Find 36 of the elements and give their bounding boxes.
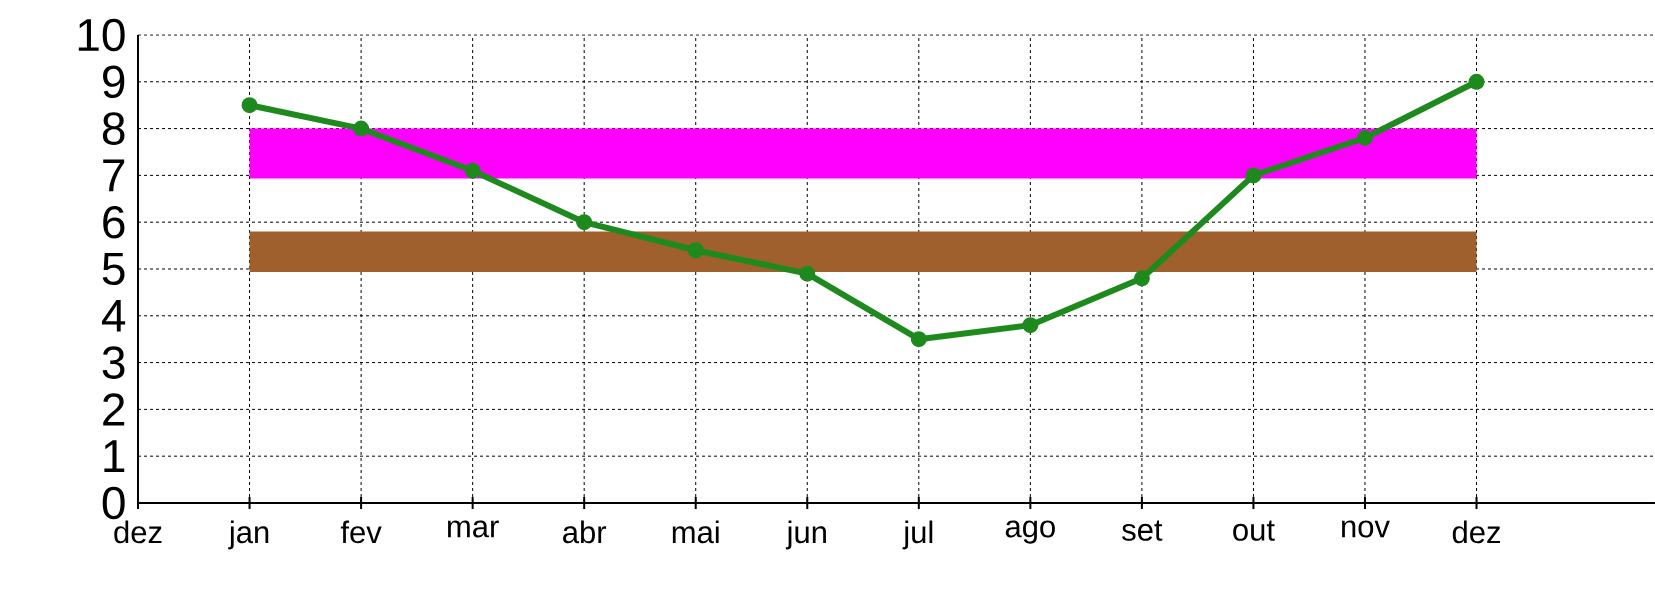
point xyxy=(1133,270,1150,287)
point xyxy=(241,97,258,114)
x-tick-label: set xyxy=(1122,520,1163,541)
point xyxy=(1356,129,1373,146)
x-tick-label: dez xyxy=(114,520,162,544)
point xyxy=(1245,167,1262,184)
y-tick-label: 0 xyxy=(102,486,125,520)
x-tick-label: dez xyxy=(1452,520,1500,544)
y-tick-label: 10 xyxy=(78,18,125,52)
x-tick-label: jun xyxy=(785,520,826,550)
x-tick-label: mar xyxy=(448,520,499,538)
y-tick-label: 1 xyxy=(104,440,125,473)
y-tick-label: 3 xyxy=(102,346,125,379)
y-tick-label: 6 xyxy=(103,205,125,239)
point xyxy=(464,162,481,179)
point xyxy=(910,331,927,348)
x-tick-label: nov xyxy=(1342,520,1390,538)
point xyxy=(576,214,593,231)
y-tick-label: 5 xyxy=(102,252,125,286)
point xyxy=(1468,73,1485,90)
x-tick-label: jul xyxy=(902,520,933,550)
x-tick-label: abr xyxy=(563,520,607,544)
y-tick-label: 7 xyxy=(103,159,125,192)
y-tick-label: 8 xyxy=(102,112,125,145)
y-tick-label: 9 xyxy=(103,65,125,99)
y-tick-label: 4 xyxy=(101,299,126,332)
x-tick-label: mai xyxy=(672,520,719,544)
x-tick-label: out xyxy=(1233,520,1275,541)
y-tick-label: 2 xyxy=(103,393,125,426)
point xyxy=(1022,317,1039,334)
point xyxy=(687,242,704,259)
x-tick-label: fev xyxy=(340,520,382,544)
point xyxy=(353,120,370,137)
point xyxy=(799,265,816,282)
x-tick-label: ago xyxy=(1005,520,1055,544)
x-tick-label: jan xyxy=(228,520,269,550)
